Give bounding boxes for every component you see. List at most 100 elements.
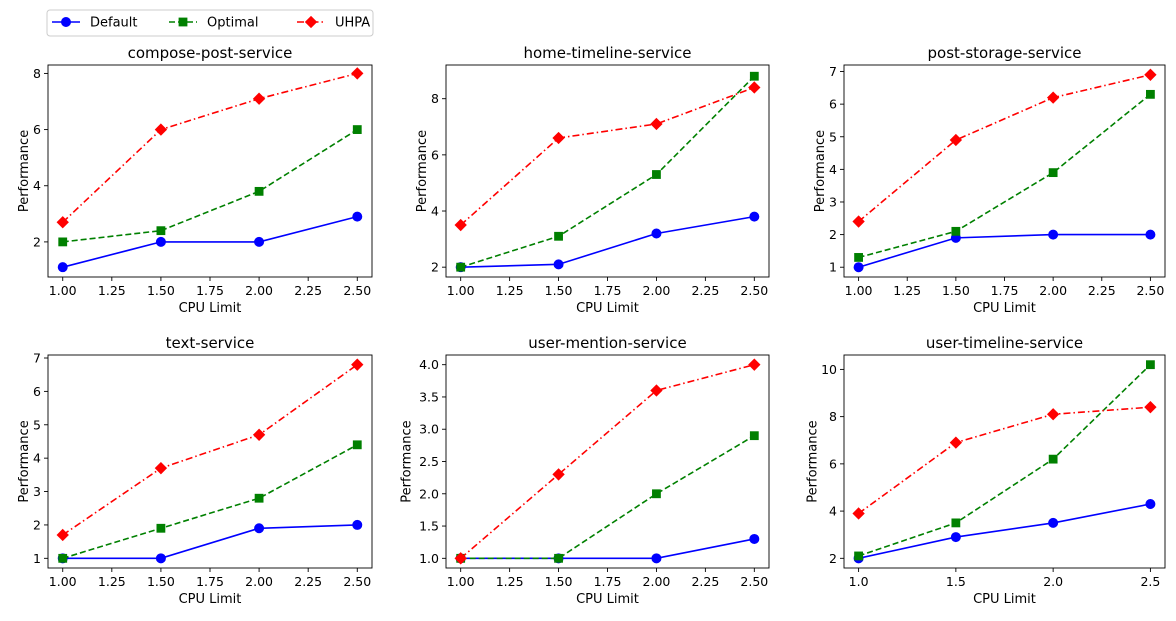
data-point-default — [1048, 517, 1059, 528]
data-point-default — [254, 523, 265, 534]
series-line-default — [460, 538, 755, 560]
x-tick-label: 1.00 — [49, 283, 77, 298]
data-point-optimal — [854, 253, 863, 262]
x-tick-label: 1.50 — [942, 283, 970, 298]
data-point-default — [155, 553, 166, 564]
data-point-optimal — [854, 551, 863, 561]
data-point-default — [155, 236, 166, 247]
y-tick-label: 2 — [33, 234, 41, 249]
x-tick-label: 1.75 — [594, 283, 622, 298]
x-tick-label: 2.00 — [245, 574, 273, 589]
data-point-optimal — [951, 226, 961, 236]
x-tick-label: 1.25 — [98, 574, 126, 589]
chart-title: post-storage-service — [928, 44, 1082, 62]
data-point-uhpa — [552, 468, 565, 481]
chart-title: user-timeline-service — [926, 334, 1083, 352]
data-point-uhpa — [154, 462, 168, 475]
plot-frame — [47, 64, 373, 278]
y-tick-label: 2 — [33, 517, 41, 532]
x-tick-label: 2.50 — [343, 574, 371, 589]
data-point-default — [57, 262, 68, 273]
data-point-optimal — [254, 493, 264, 503]
data-point-uhpa — [252, 428, 266, 441]
data-point-uhpa — [252, 92, 266, 105]
y-tick-label: 5 — [33, 417, 41, 432]
x-tick-label: 2.50 — [740, 283, 768, 298]
data-point-optimal — [254, 186, 264, 196]
chart-title: home-timeline-service — [523, 44, 691, 62]
series-line-uhpa — [858, 74, 1151, 223]
data-point-default — [749, 533, 760, 544]
data-point-optimal — [749, 431, 759, 441]
x-tick-label: 1.00 — [447, 574, 475, 589]
data-point-optimal — [352, 440, 362, 450]
y-tick-label: 7 — [33, 351, 41, 366]
y-tick-label: 4 — [431, 204, 439, 219]
y-tick-label: 4 — [829, 162, 837, 177]
data-point-uhpa — [1046, 408, 1060, 421]
legend-marker-default — [61, 16, 72, 27]
x-tick-label: 1.50 — [545, 283, 573, 298]
data-point-optimal — [652, 489, 661, 499]
y-tick-label: 1 — [33, 551, 41, 566]
y-tick-label: 3 — [829, 194, 837, 209]
x-tick-label: 1.25 — [98, 283, 126, 298]
data-point-uhpa — [949, 436, 963, 449]
y-tick-label: 1 — [829, 260, 837, 275]
data-point-uhpa — [650, 117, 663, 131]
series-line-optimal — [62, 444, 358, 560]
data-point-uhpa — [650, 384, 663, 397]
y-tick-label: 1.5 — [419, 519, 439, 534]
chart-title: text-service — [166, 334, 255, 352]
x-tick-label: 1.50 — [545, 574, 573, 589]
legend-marker-uhpa — [304, 15, 318, 29]
data-point-optimal — [951, 518, 961, 528]
data-point-optimal — [652, 170, 661, 179]
y-tick-label: 4 — [33, 178, 41, 193]
series-line-default — [460, 215, 755, 268]
y-tick-label: 6 — [829, 456, 837, 471]
y-tick-label: 3 — [33, 484, 41, 499]
y-axis-label: Performance — [400, 420, 415, 502]
x-tick-label: 2.25 — [294, 283, 322, 298]
series-line-uhpa — [62, 364, 358, 536]
y-tick-label: 4 — [33, 451, 41, 466]
x-axis-label: CPU Limit — [576, 592, 639, 607]
data-point-uhpa — [56, 216, 69, 229]
data-point-default — [749, 211, 760, 222]
data-point-uhpa — [56, 528, 69, 542]
y-tick-label: 6 — [829, 97, 837, 112]
data-point-optimal — [156, 226, 166, 236]
y-tick-label: 2 — [829, 227, 837, 242]
x-tick-label: 1.75 — [196, 283, 224, 298]
legend-label-default: Default — [90, 16, 138, 31]
data-point-optimal — [352, 125, 362, 134]
data-point-optimal — [156, 523, 166, 533]
data-point-uhpa — [351, 358, 364, 371]
chart-panel-3: post-storage-service 1.00 1.25 1.50 1.75 2.00… — [813, 44, 1166, 316]
x-tick-label: 1.75 — [991, 283, 1019, 298]
x-tick-label: 1.00 — [845, 283, 873, 298]
x-tick-label: 1.25 — [496, 574, 524, 589]
y-tick-label: 6 — [33, 122, 41, 137]
data-point-uhpa — [552, 131, 565, 145]
y-tick-label: 3.0 — [419, 422, 439, 437]
legend-label-uhpa: UHPA — [335, 16, 370, 31]
plot-frame — [445, 354, 770, 569]
series-line-uhpa — [460, 86, 755, 226]
series-line-optimal — [858, 364, 1151, 557]
x-tick-label: 2.00 — [643, 283, 671, 298]
data-point-optimal — [1048, 168, 1058, 178]
x-axis-label: CPU Limit — [179, 592, 242, 607]
data-point-uhpa — [949, 133, 963, 147]
x-tick-label: 1.5 — [946, 574, 966, 589]
x-axis-label: CPU Limit — [179, 301, 242, 316]
x-tick-label: 1.25 — [893, 283, 921, 298]
plot-frame — [843, 354, 1166, 569]
chart-title: user-mention-service — [528, 334, 686, 352]
series-line-optimal — [460, 434, 755, 560]
y-tick-label: 6 — [33, 384, 41, 399]
plot-frame — [47, 354, 373, 569]
y-axis-label: Performance — [17, 420, 32, 502]
chart-panel-6: user-timeline-service 1.0 1.5 2.0 2.5 2 4 6 8 10 C… — [805, 334, 1166, 607]
